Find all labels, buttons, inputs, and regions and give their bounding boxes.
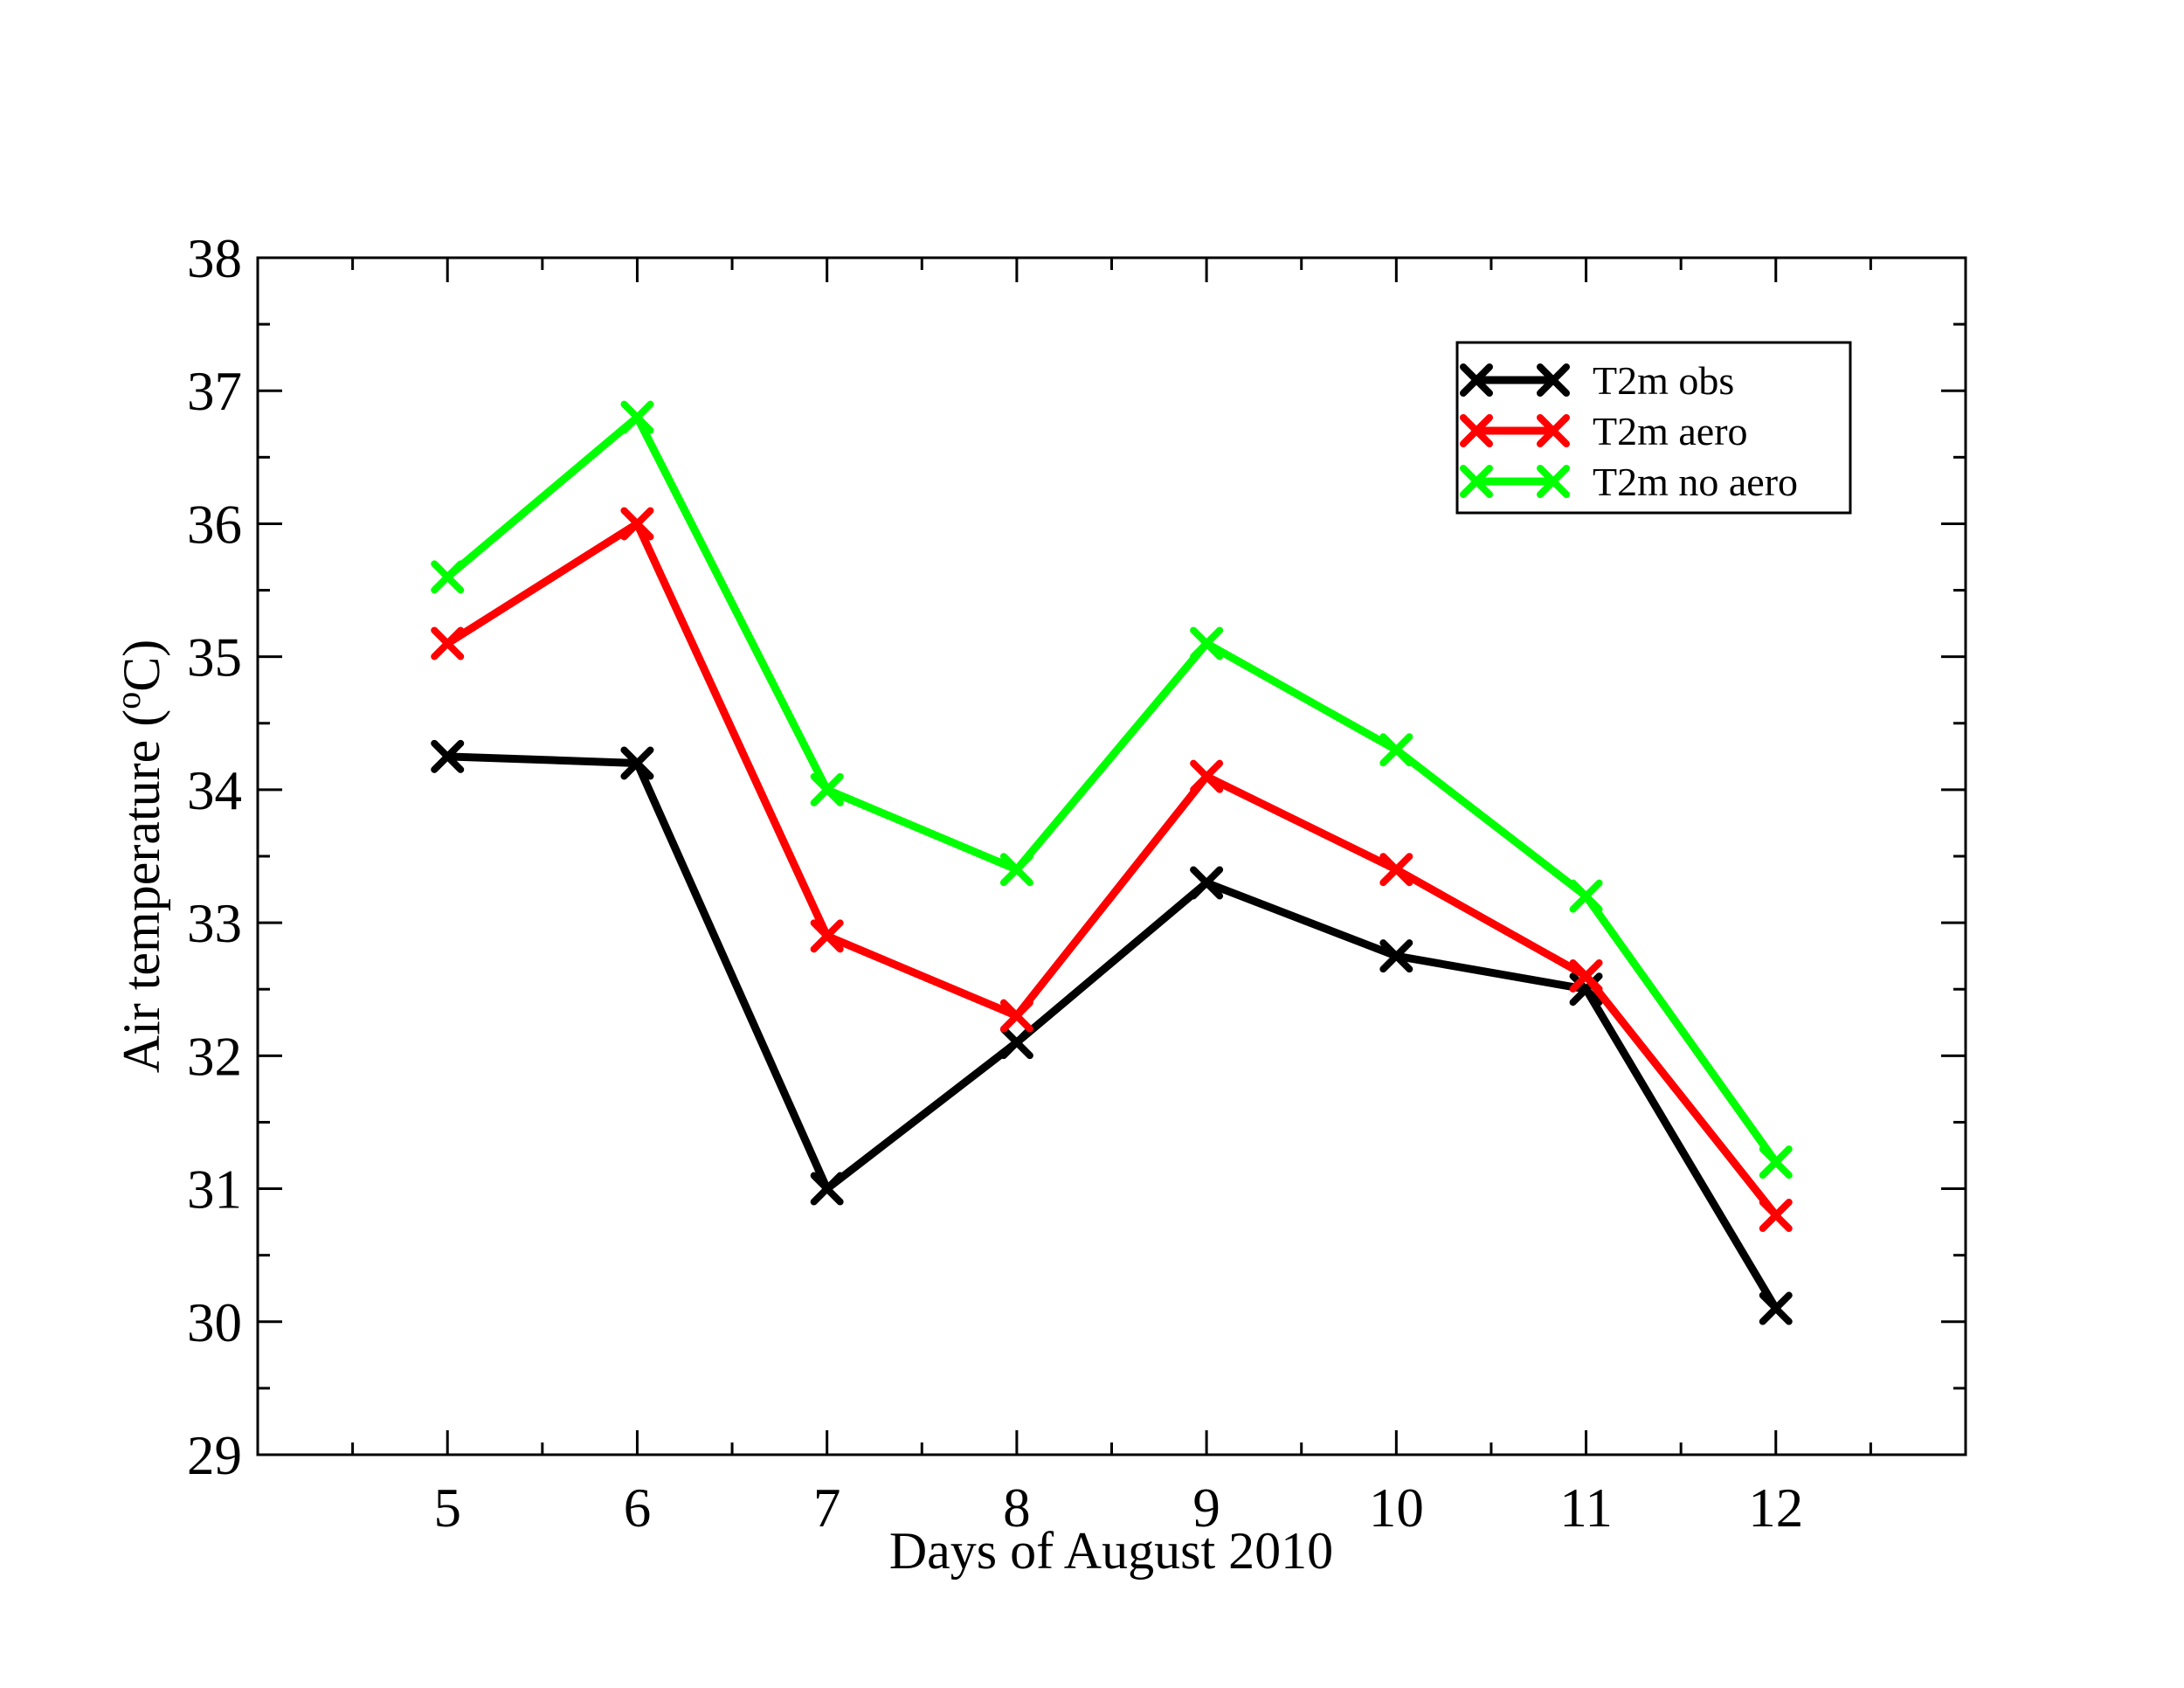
x-tick-label: 8: [1003, 1477, 1031, 1539]
data-point: [620, 507, 654, 541]
series-group: [431, 400, 1793, 1180]
data-point: [431, 626, 465, 661]
y-tick-label: 33: [187, 893, 242, 954]
legend-swatch-marker: [1537, 414, 1570, 447]
data-point: [620, 400, 654, 434]
legend-swatch-marker: [1460, 414, 1493, 447]
data-point: [1569, 959, 1603, 993]
data-point: [1759, 1199, 1793, 1232]
x-tick-label: 5: [433, 1477, 461, 1539]
legend-label: T2m no aero: [1593, 460, 1798, 504]
y-tick-label: 31: [187, 1159, 242, 1221]
data-point: [810, 919, 844, 953]
data-point: [1379, 733, 1413, 767]
y-tick-label: 38: [187, 228, 242, 289]
data-series: [431, 400, 1793, 1325]
series-group: [431, 507, 1793, 1232]
x-tick-label: 11: [1559, 1477, 1613, 1539]
data-point: [1759, 1291, 1793, 1325]
x-tick-label: 10: [1369, 1477, 1424, 1539]
data-point: [810, 772, 844, 806]
data-point: [1569, 879, 1603, 913]
legend-swatch-marker: [1537, 465, 1570, 498]
legend-item: T2m aero: [1460, 409, 1748, 453]
legend-label: T2m obs: [1593, 358, 1734, 403]
y-tick-label: 29: [187, 1425, 242, 1486]
x-tick-label: 9: [1192, 1477, 1220, 1539]
legend: T2m obs T2m aero T2m no aero: [1455, 341, 1852, 515]
data-point: [1190, 759, 1224, 793]
data-point: [1190, 866, 1224, 900]
data-point: [1379, 939, 1413, 973]
legend-item: T2m obs: [1460, 358, 1734, 403]
y-tick-label: 36: [187, 494, 242, 555]
data-point: [431, 560, 465, 594]
y-tick-label: 34: [187, 760, 242, 821]
data-point: [999, 999, 1033, 1033]
y-tick-label: 35: [187, 627, 242, 688]
axis-ticks: 5 6 7 8 9 10 11 12 29 30 31 32 33 34 35 36 37 38: [187, 228, 1966, 1539]
x-axis-title: Days of August 2010: [889, 1522, 1333, 1580]
series-line: [447, 752, 1780, 1311]
data-point: [1190, 626, 1224, 661]
data-point: [1379, 853, 1413, 887]
x-tick-label: 6: [624, 1477, 652, 1539]
legend-label: T2m aero: [1593, 409, 1748, 453]
data-point: [999, 1026, 1033, 1060]
legend-swatch-marker: [1460, 363, 1493, 397]
data-point: [810, 1172, 844, 1206]
legend-item: T2m no aero: [1460, 460, 1798, 504]
series-line: [445, 413, 1780, 1165]
y-tick-label: 37: [187, 361, 242, 422]
data-point: [620, 746, 654, 780]
y-axis-title: Air temperature (oC): [108, 640, 170, 1073]
plot-frame: [256, 256, 1967, 1456]
data-point: [999, 853, 1033, 887]
x-tick-label: 12: [1748, 1477, 1803, 1539]
series-group: [431, 739, 1793, 1325]
legend-swatch-marker: [1537, 363, 1570, 397]
data-point: [431, 739, 465, 773]
y-tick-label: 32: [187, 1026, 242, 1087]
data-point: [1759, 1145, 1793, 1180]
series-line: [445, 519, 1780, 1218]
legend-swatch-marker: [1460, 465, 1493, 498]
x-tick-label: 7: [813, 1477, 841, 1539]
y-tick-label: 30: [187, 1292, 242, 1353]
